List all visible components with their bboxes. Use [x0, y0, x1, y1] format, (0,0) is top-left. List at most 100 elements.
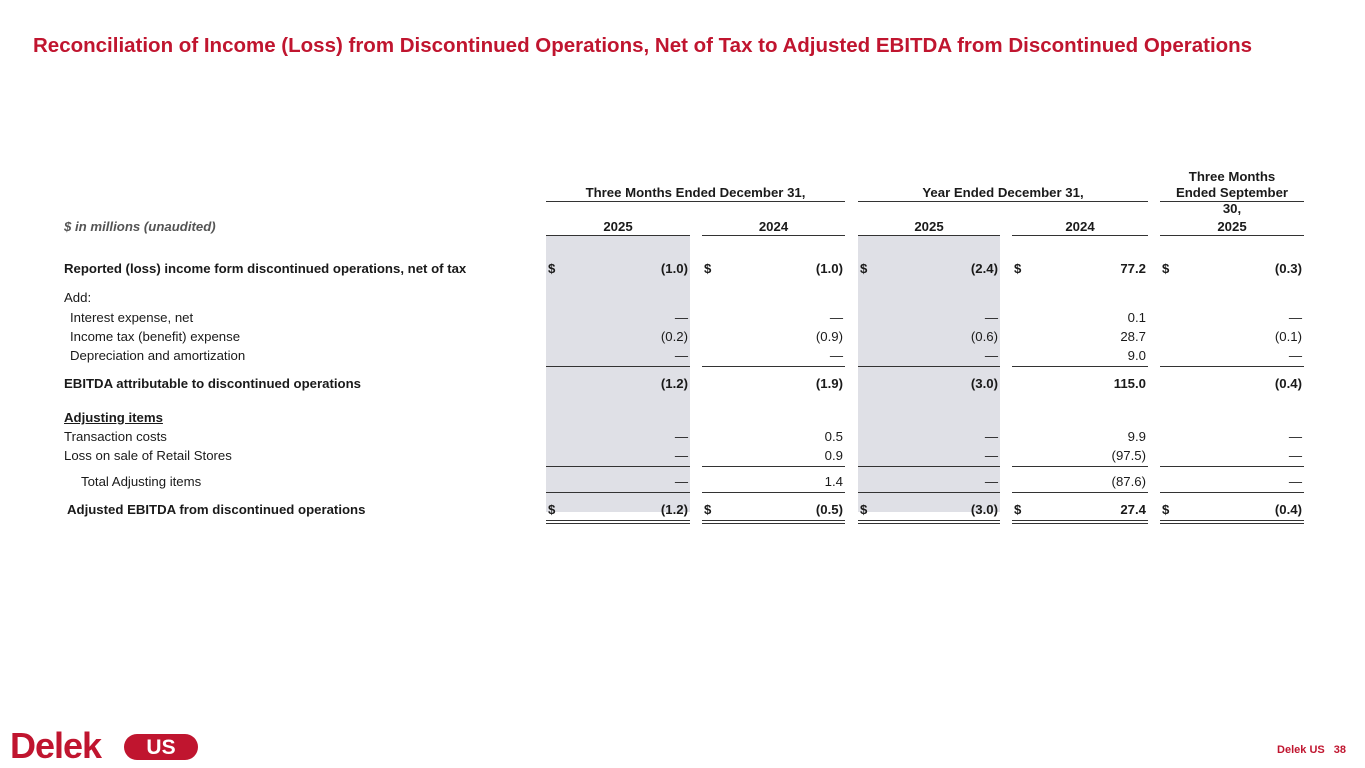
row-label: Transaction costs: [64, 429, 167, 444]
column-group-header: Three Months Ended December 31,: [585, 185, 806, 200]
table-cell: (0.3): [1274, 261, 1302, 276]
cell-rule-double: [702, 523, 845, 524]
year-header: 2025: [1217, 219, 1247, 234]
currency-symbol: $: [860, 502, 868, 517]
row-label: Interest expense, net: [70, 310, 194, 325]
table-cell: (1.2): [660, 376, 688, 391]
cell-rule-double: [546, 523, 690, 524]
table-cell: (0.5): [815, 502, 843, 517]
table-cell: (0.2): [660, 329, 688, 344]
row-label: Depreciation and amortization: [70, 348, 246, 363]
column-group-rule: [858, 201, 1148, 202]
cell-rule: [1012, 520, 1148, 521]
table-cell: —: [984, 474, 998, 489]
table-cell: (0.4): [1274, 502, 1302, 517]
table-cell: (1.2): [660, 502, 688, 517]
svg-text:US: US: [146, 736, 175, 759]
table-cell: —: [829, 348, 843, 363]
currency-symbol: $: [548, 502, 556, 517]
table-cell: —: [674, 348, 688, 363]
cell-rule: [702, 492, 845, 493]
cell-rule: [702, 366, 845, 367]
row-label: EBITDA attributable to discontinued oper…: [64, 376, 361, 391]
table-cell: —: [984, 448, 998, 463]
cell-rule: [702, 520, 845, 521]
table-cell: 9.9: [1127, 429, 1146, 444]
table-cell: 0.5: [824, 429, 843, 444]
table-cell: 77.2: [1120, 261, 1146, 276]
year-rule: [702, 235, 845, 236]
table-cell: —: [984, 429, 998, 444]
year-rule: [1012, 235, 1148, 236]
table-cell: 27.4: [1120, 502, 1146, 517]
currency-symbol: $: [704, 502, 712, 517]
cell-rule: [1160, 520, 1304, 521]
table-cell: (2.4): [970, 261, 998, 276]
currency-symbol: $: [704, 261, 712, 276]
cell-rule: [1012, 492, 1148, 493]
year-rule: [858, 235, 1000, 236]
row-label: Loss on sale of Retail Stores: [64, 448, 232, 463]
currency-symbol: $: [548, 261, 556, 276]
table-cell: (1.0): [660, 261, 688, 276]
footer: Delek US 38: [1277, 744, 1346, 756]
row-label: Reported (loss) income form discontinued…: [64, 261, 467, 276]
delek-us-logo: Delek US: [10, 727, 198, 763]
shaded-column: [546, 236, 690, 512]
table-cell: (3.0): [970, 502, 998, 517]
table-cell: —: [674, 429, 688, 444]
table-cell: —: [1288, 448, 1302, 463]
cell-rule: [858, 520, 1000, 521]
year-header: 2024: [1065, 219, 1095, 234]
table-cell: (0.1): [1274, 329, 1302, 344]
year-rule: [1160, 235, 1304, 236]
table-cell: 0.1: [1127, 310, 1146, 325]
cell-rule: [546, 492, 690, 493]
cell-rule: [1160, 366, 1304, 367]
table-cell: —: [1288, 474, 1302, 489]
table-cell: —: [984, 348, 998, 363]
row-label: Adjusting items: [64, 410, 163, 425]
cell-rule: [702, 466, 845, 467]
row-label: Add:: [64, 290, 92, 305]
cell-rule: [858, 492, 1000, 493]
cell-rule: [546, 466, 690, 467]
table-cell: —: [674, 474, 688, 489]
shaded-column: [858, 236, 1000, 512]
cell-rule: [1160, 466, 1304, 467]
table-cell: 115.0: [1113, 376, 1146, 391]
table-cell: 0.9: [824, 448, 843, 463]
cell-rule: [858, 466, 1000, 467]
year-header: 2025: [603, 219, 633, 234]
table-cell: (0.4): [1274, 376, 1302, 391]
currency-symbol: $: [860, 261, 868, 276]
column-group-rule: [546, 201, 845, 202]
table-cell: (87.6): [1111, 474, 1146, 489]
table-cell: —: [984, 310, 998, 325]
table-cell: (0.9): [815, 329, 843, 344]
currency-symbol: $: [1162, 261, 1170, 276]
svg-text:Delek: Delek: [10, 727, 103, 763]
table-cell: —: [1288, 429, 1302, 444]
table-cell: 28.7: [1120, 329, 1146, 344]
column-group-rule: [1160, 201, 1304, 202]
cell-rule: [858, 366, 1000, 367]
table-cell: —: [674, 310, 688, 325]
row-label: Total Adjusting items: [81, 474, 202, 489]
page-number: 38: [1333, 744, 1346, 756]
cell-rule-double: [1012, 523, 1148, 524]
row-label: Income tax (benefit) expense: [70, 329, 241, 344]
column-group-header: Year Ended December 31,: [922, 185, 1084, 200]
table-cell: 9.0: [1127, 348, 1146, 363]
table-cell: —: [1288, 348, 1302, 363]
footer-company: Delek US: [1277, 744, 1325, 756]
year-rule: [546, 235, 690, 236]
year-header: 2024: [758, 219, 789, 234]
cell-rule: [1160, 492, 1304, 493]
row-label: Adjusted EBITDA from discontinued operat…: [67, 502, 366, 517]
table-cell: —: [674, 448, 688, 463]
table-cell: (1.9): [815, 376, 843, 391]
table-cell: —: [829, 310, 843, 325]
cell-rule-double: [858, 523, 1000, 524]
